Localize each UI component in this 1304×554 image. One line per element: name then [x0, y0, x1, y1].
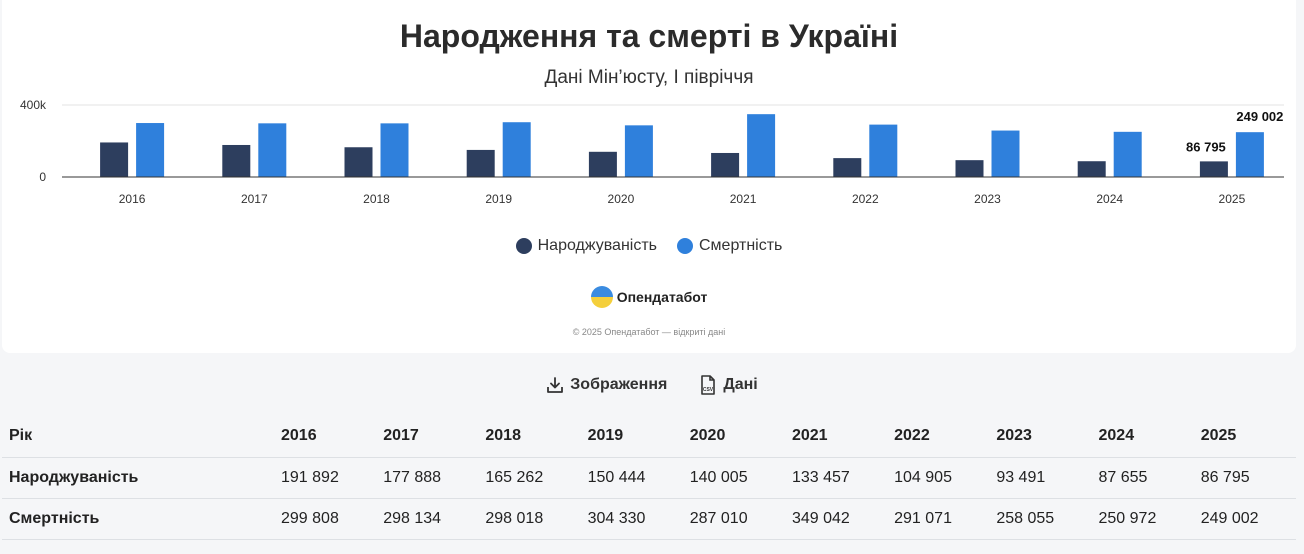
table-cell: 250 972: [1091, 498, 1194, 540]
table-cell: 191 892: [274, 457, 377, 499]
bar-births: [588, 151, 617, 177]
table-cell: 249 002: [1193, 498, 1296, 540]
bar-births: [1077, 161, 1106, 177]
table-row-births: Народжуваність 191 892 177 888 165 262 1…: [2, 457, 1296, 499]
toolbar: Зображення CSV Дані: [0, 375, 1304, 395]
table-cell: 104 905: [887, 457, 990, 499]
bar-deaths: [991, 130, 1020, 177]
table-cell: 86 795: [1193, 457, 1296, 499]
download-data-label: Дані: [723, 376, 758, 393]
bar-births: [833, 158, 862, 177]
table-header-cell: 2023: [989, 416, 1092, 458]
table-cell: 87 655: [1091, 457, 1194, 499]
table-cell: 133 457: [784, 457, 888, 499]
chart-title: Народження та смерті в Україні: [399, 18, 899, 54]
table-cell: 299 808: [274, 498, 377, 540]
chart-legend: Народжуваність Смертність: [2, 237, 1296, 255]
brand: Опендатабот: [2, 286, 1296, 308]
copyright: © 2025 Опендатабот — відкриті дані: [572, 327, 726, 337]
bar-deaths: [380, 123, 409, 177]
bar-births: [222, 144, 251, 177]
table-cell: 298 018: [478, 498, 581, 540]
table-cell: 349 042: [784, 498, 888, 540]
y-tick-label: 400k: [20, 98, 47, 112]
download-data-button[interactable]: CSV Дані: [699, 375, 758, 395]
bar-deaths: [136, 123, 165, 177]
table-header-cell: 2024: [1091, 416, 1194, 458]
x-tick-label: 2017: [241, 192, 268, 206]
download-image-button[interactable]: Зображення: [546, 375, 667, 395]
table-header-cell: Рік: [2, 416, 274, 458]
bar-deaths: [258, 123, 287, 177]
table-cell: 287 010: [682, 498, 785, 540]
data-label-births: 86 795: [1186, 139, 1226, 154]
legend-label-deaths: Смертність: [699, 237, 783, 254]
bar-births: [955, 160, 984, 177]
bar-chart: 0 400k 2016 2017 2018 2019 2020 2021 2022 2023 202…: [20, 98, 1284, 206]
table-header-cell: 2018: [478, 416, 581, 458]
brand-logo-icon: [590, 286, 613, 308]
chart-subtitle: Дані Мін’юсту, І півріччя: [544, 67, 754, 88]
bar-births: [100, 142, 129, 177]
table-header-cell: 2025: [1193, 416, 1296, 458]
bar-births: [466, 149, 495, 177]
bar-deaths: [1235, 132, 1264, 177]
table-cell: 298 134: [376, 498, 479, 540]
data-label-deaths: 249 002: [1236, 109, 1283, 124]
table-header-cell: 2016: [274, 416, 377, 458]
table-header-cell: 2019: [580, 416, 683, 458]
table-cell: 304 330: [580, 498, 683, 540]
x-tick-label: 2018: [363, 192, 390, 206]
x-tick-label: 2021: [730, 192, 757, 206]
data-table: Рік 2016 2017 2018 2019 2020 2021 2022 2…: [2, 416, 1296, 540]
bar-deaths: [869, 124, 898, 177]
table-header-cell: 2017: [376, 416, 479, 458]
legend-dot-births: [515, 238, 532, 254]
bar-deaths: [1113, 131, 1142, 177]
bar-deaths: [502, 122, 531, 177]
table-cell: 140 005: [682, 457, 785, 499]
legend-item-births[interactable]: Народжуваність: [515, 237, 657, 255]
table-cell: Смертність: [2, 498, 274, 540]
table-cell: 165 262: [478, 457, 581, 499]
y-tick-label: 0: [39, 170, 46, 184]
bar-deaths: [624, 125, 653, 177]
table-cell: 177 888: [376, 457, 479, 499]
csv-file-icon: CSV: [701, 375, 716, 395]
x-tick-label: 2016: [119, 192, 146, 206]
legend-label-births: Народжуваність: [537, 237, 657, 254]
bar-deaths: [747, 114, 776, 177]
table-header-cell: 2021: [784, 416, 888, 458]
download-icon: [547, 377, 564, 393]
table-cell: 150 444: [580, 457, 683, 499]
legend-dot-deaths: [677, 238, 693, 254]
table-cell: 291 071: [887, 498, 990, 540]
download-image-label: Зображення: [570, 376, 668, 393]
x-tick-label: 2024: [1096, 192, 1123, 206]
brand-name: Опендатабот: [616, 289, 708, 305]
table-header-cell: 2022: [887, 416, 990, 458]
x-tick-label: 2025: [1219, 192, 1246, 206]
table-cell: 258 055: [989, 498, 1092, 540]
x-tick-label: 2023: [974, 192, 1001, 206]
x-tick-label: 2020: [608, 192, 635, 206]
table-cell: 93 491: [989, 457, 1092, 499]
table-cell: Народжуваність: [2, 457, 274, 499]
bar-births: [711, 152, 740, 177]
table-header-row: Рік 2016 2017 2018 2019 2020 2021 2022 2…: [2, 416, 1296, 458]
legend-item-deaths[interactable]: Смертність: [677, 237, 782, 255]
bar-births: [344, 147, 373, 177]
x-tick-label: 2019: [485, 192, 512, 206]
svg-text:CSV: CSV: [703, 387, 714, 393]
bar-births: [1199, 161, 1228, 177]
chart-card: Народження та смерті в Україні Дані Мін’…: [2, 0, 1296, 353]
x-tick-label: 2022: [852, 192, 879, 206]
table-row-deaths: Смертність 299 808 298 134 298 018 304 3…: [2, 498, 1296, 540]
table-header-cell: 2020: [682, 416, 785, 458]
